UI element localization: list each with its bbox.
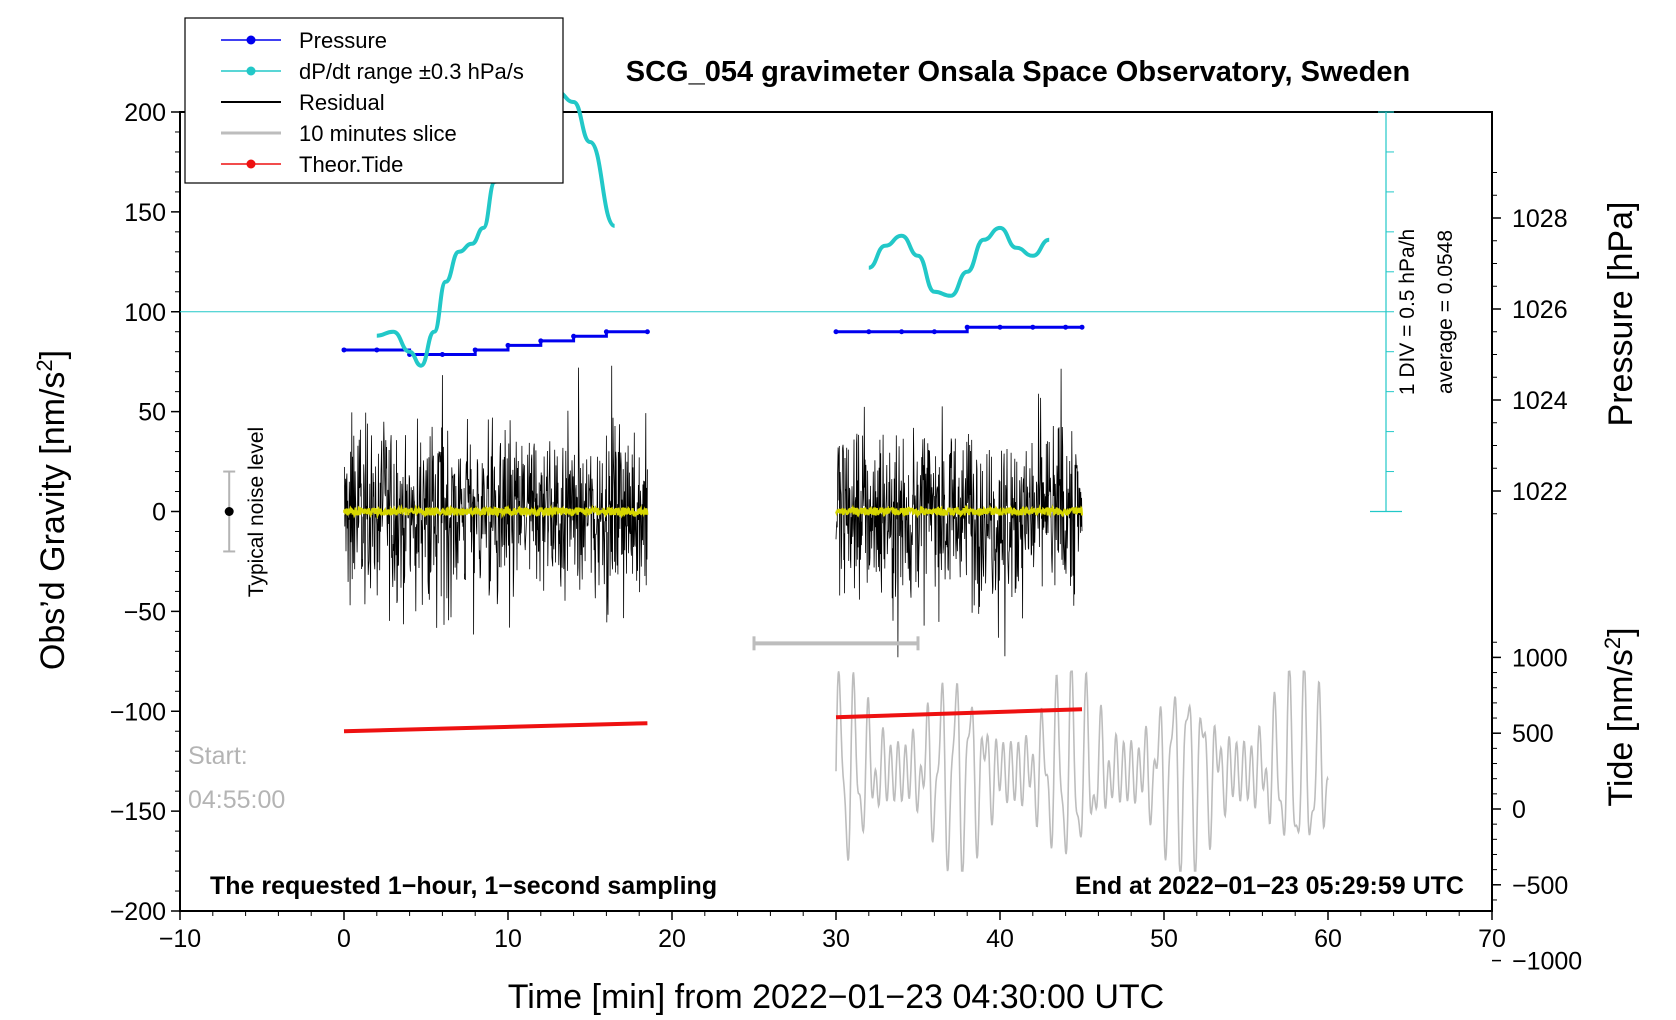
pressure-tick-label: 1028 <box>1512 205 1568 233</box>
noise-level-label: Typical noise level <box>245 427 268 597</box>
pressure-point <box>1030 324 1036 330</box>
tide-axis-title-sup: 2 <box>1600 637 1625 649</box>
x-tick-label: 20 <box>658 925 686 953</box>
start-label: Start: <box>188 742 248 770</box>
tide-tick-label: −500 <box>1512 872 1568 900</box>
legend-entry-dpdt: dP/dt range ±0.3 hPa/s <box>221 59 524 84</box>
pressure-point <box>439 352 445 357</box>
legend: Pressure dP/dt range ±0.3 hPa/s Residual… <box>184 17 564 184</box>
pressure-point <box>899 329 905 335</box>
pressure-tick-label: 1022 <box>1512 478 1568 506</box>
dpdt-line <box>376 89 616 368</box>
residual-smoothed-line <box>835 504 1083 519</box>
y-tick-label: 50 <box>138 399 166 427</box>
x-tick-label: 0 <box>337 925 351 953</box>
tide-axis-title-base: Tide [nm/s <box>1602 649 1640 806</box>
start-time: 04:55:00 <box>188 786 285 814</box>
pressure-point <box>341 347 347 353</box>
y-tick-label: −150 <box>110 798 166 826</box>
pressure-point <box>997 324 1003 330</box>
y-axis-title: Obs’d Gravity [nm/s2] <box>32 350 72 670</box>
x-tick-label: −10 <box>159 925 201 953</box>
x-tick-label: 50 <box>1150 925 1178 953</box>
x-tick-label: 40 <box>986 925 1014 953</box>
pressure-point <box>644 329 650 335</box>
pressure-point <box>1079 324 1085 330</box>
tide-axis-title: Tide [nm/s2] <box>1600 627 1640 806</box>
pressure-point <box>931 329 937 335</box>
pressure-tick-label: 1024 <box>1512 387 1568 415</box>
legend-entry-pressure: Pressure <box>221 28 387 53</box>
y-tick-label: 150 <box>124 199 166 227</box>
y-tick-label: 0 <box>152 499 166 527</box>
x-axis-title: Time [min] from 2022−01−23 04:30:00 UTC <box>508 978 1164 1016</box>
y-tick-label: −100 <box>110 698 166 726</box>
pressure-point <box>538 338 544 344</box>
chart-title: SCG_054 gravimeter Onsala Space Observat… <box>626 56 1410 88</box>
y-tick-label: −200 <box>110 898 166 926</box>
legend-box <box>184 17 564 184</box>
pressure-point <box>833 329 839 335</box>
dpdt-line <box>868 225 1050 298</box>
pressure-line <box>344 330 648 356</box>
legend-label-slice: 10 minutes slice <box>299 121 457 146</box>
residual-line <box>343 365 648 635</box>
pressure-point <box>866 329 872 335</box>
x-tick-label: 70 <box>1478 925 1506 953</box>
legend-entry-slice: 10 minutes slice <box>221 121 457 146</box>
residual-smoothed-line <box>343 503 649 520</box>
legend-entry-tide: Theor.Tide <box>221 152 403 177</box>
y-axis-title-base: Obs’d Gravity [nm/s <box>34 372 72 671</box>
pressure-point <box>964 324 970 330</box>
tide-tick-label: 1000 <box>1512 644 1568 672</box>
axis-ticks: −10 0 10 20 30 40 50 60 70−200−150−100−500501001… <box>110 99 1583 976</box>
tide-tick-label: −1000 <box>1512 948 1582 976</box>
pressure-point <box>505 342 511 348</box>
pressure-point <box>374 347 380 353</box>
y-axis-title-end: ] <box>34 350 72 359</box>
scale-label: 1 DIV = 0.5 hPa/h <box>1396 229 1419 395</box>
legend-label-tide: Theor.Tide <box>299 152 403 177</box>
series-layer <box>341 89 1329 872</box>
tide-axis-title-end: ] <box>1602 627 1640 636</box>
legend-entry-residual: Residual <box>221 90 385 115</box>
slice-line <box>835 670 1329 872</box>
average-label: average = 0.0548 <box>1434 230 1457 394</box>
pressure-point <box>472 347 478 353</box>
pressure-point <box>1063 324 1069 330</box>
y-tick-label: 100 <box>124 299 166 327</box>
noise-bar-dot <box>224 507 234 516</box>
y-tick-label: −50 <box>124 598 166 626</box>
x-tick-label: 30 <box>822 925 850 953</box>
x-tick-label: 10 <box>494 925 522 953</box>
x-tick-label: 60 <box>1314 925 1342 953</box>
residual-line <box>835 368 1083 658</box>
pressure-line <box>836 325 1082 334</box>
tide-tick-label: 500 <box>1512 720 1554 748</box>
bottom-left-note: The requested 1−hour, 1−second sampling <box>210 872 717 900</box>
tide-line <box>343 721 648 734</box>
bottom-right-note: End at 2022−01−23 05:29:59 UTC <box>1075 872 1464 900</box>
legend-label-dpdt: dP/dt range ±0.3 hPa/s <box>299 59 524 84</box>
pressure-point <box>571 333 577 339</box>
annotation-layer <box>180 111 1402 651</box>
legend-label-residual: Residual <box>299 90 385 115</box>
legend-label-pressure: Pressure <box>299 28 387 53</box>
pressure-tick-label: 1026 <box>1512 296 1568 324</box>
y-tick-label: 200 <box>124 99 166 127</box>
pressure-axis-title: Pressure [hPa] <box>1602 202 1640 427</box>
tide-line <box>835 707 1083 720</box>
tide-tick-label: 0 <box>1512 796 1526 824</box>
pressure-point <box>603 329 609 335</box>
y-axis-title-sup: 2 <box>32 359 57 371</box>
